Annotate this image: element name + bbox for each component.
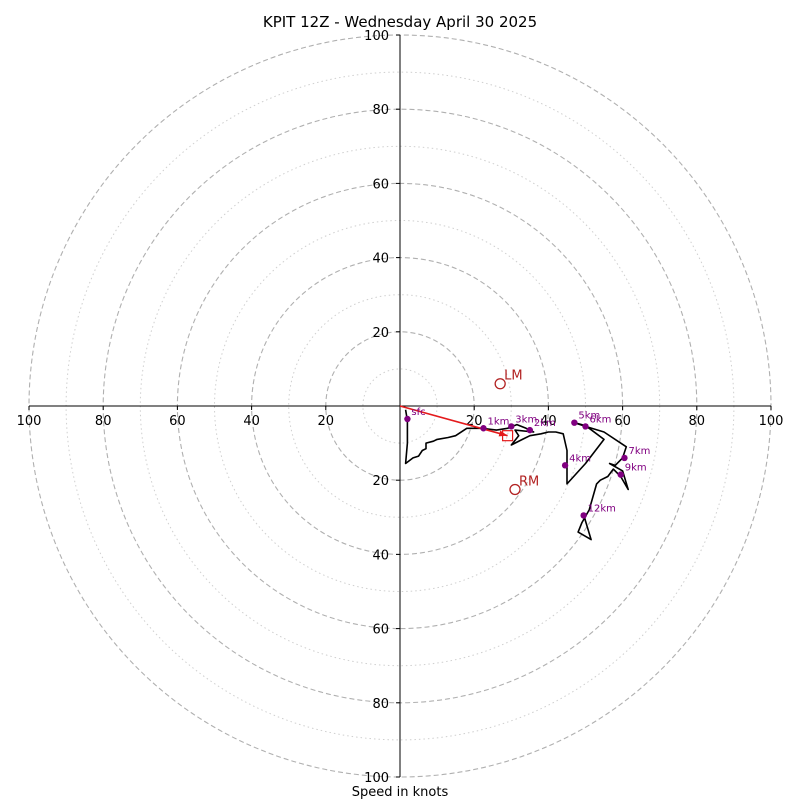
- height-marker-label: 2km: [534, 418, 556, 429]
- height-marker-point: [621, 454, 628, 462]
- y-tick-label: 20: [372, 474, 389, 489]
- x-tick-label: 80: [689, 414, 706, 429]
- height-marker-label: 6km: [590, 414, 612, 425]
- hodograph-trace-line: [404, 409, 630, 541]
- x-tick-label: 60: [614, 414, 631, 429]
- hodograph-trace-layer: [404, 409, 630, 541]
- mean-wind-marker: [501, 430, 514, 442]
- height-marker-point: [582, 423, 589, 430]
- height-marker-point: [571, 419, 578, 426]
- shear-vector-layer: [399, 405, 514, 442]
- x-tick-label: 100: [759, 414, 784, 429]
- height-marker-point: [404, 415, 411, 423]
- storm-motion-lm-marker: [494, 378, 506, 390]
- x-axis-label: Speed in knots: [352, 785, 449, 800]
- y-tick-label: 80: [372, 697, 389, 712]
- height-marker-label: 4km: [569, 453, 591, 464]
- x-tick-label: 40: [243, 414, 260, 429]
- height-marker-label: 12km: [588, 503, 616, 514]
- y-tick-label: 60: [372, 177, 389, 192]
- y-tick-label: 40: [372, 548, 389, 563]
- y-tick-label: 60: [372, 623, 389, 638]
- height-marker-label: 1km: [487, 416, 509, 427]
- height-marker-point: [561, 462, 569, 469]
- height-marker-point: [617, 471, 624, 478]
- x-tick-label: 60: [169, 414, 186, 429]
- x-tick-label: 80: [95, 414, 112, 429]
- x-tick-label: 100: [17, 414, 42, 429]
- height-marker-point: [508, 423, 515, 430]
- chart-title: KPIT 12Z - Wednesday April 30 2025: [263, 13, 537, 31]
- storm-motion-lm-label: LM: [504, 369, 522, 384]
- height-marker-point: [526, 426, 534, 434]
- height-marker-label: 5km: [578, 411, 600, 422]
- x-tick-label: 20: [318, 414, 335, 429]
- storm-motion-rm-label: RM: [519, 474, 539, 489]
- height-marker-point: [480, 425, 487, 432]
- height-marker-label: 3km: [515, 414, 537, 425]
- height-marker-label: 7km: [628, 446, 650, 457]
- height-marker-point: [580, 512, 587, 519]
- x-tick-label: 40: [540, 414, 557, 429]
- shear-vector-line: [399, 405, 508, 437]
- height-marker-label: sfc: [411, 407, 425, 418]
- y-tick-label: 40: [372, 252, 389, 267]
- y-tick-label: 20: [372, 326, 389, 341]
- y-tick-label: 100: [364, 771, 389, 786]
- storm-motion-markers: LM RM: [494, 369, 539, 496]
- storm-motion-rm-marker: [509, 483, 521, 496]
- height-marker-label: 9km: [625, 463, 647, 474]
- y-tick-label: 100: [364, 29, 389, 44]
- y-tick-label: 80: [372, 103, 389, 118]
